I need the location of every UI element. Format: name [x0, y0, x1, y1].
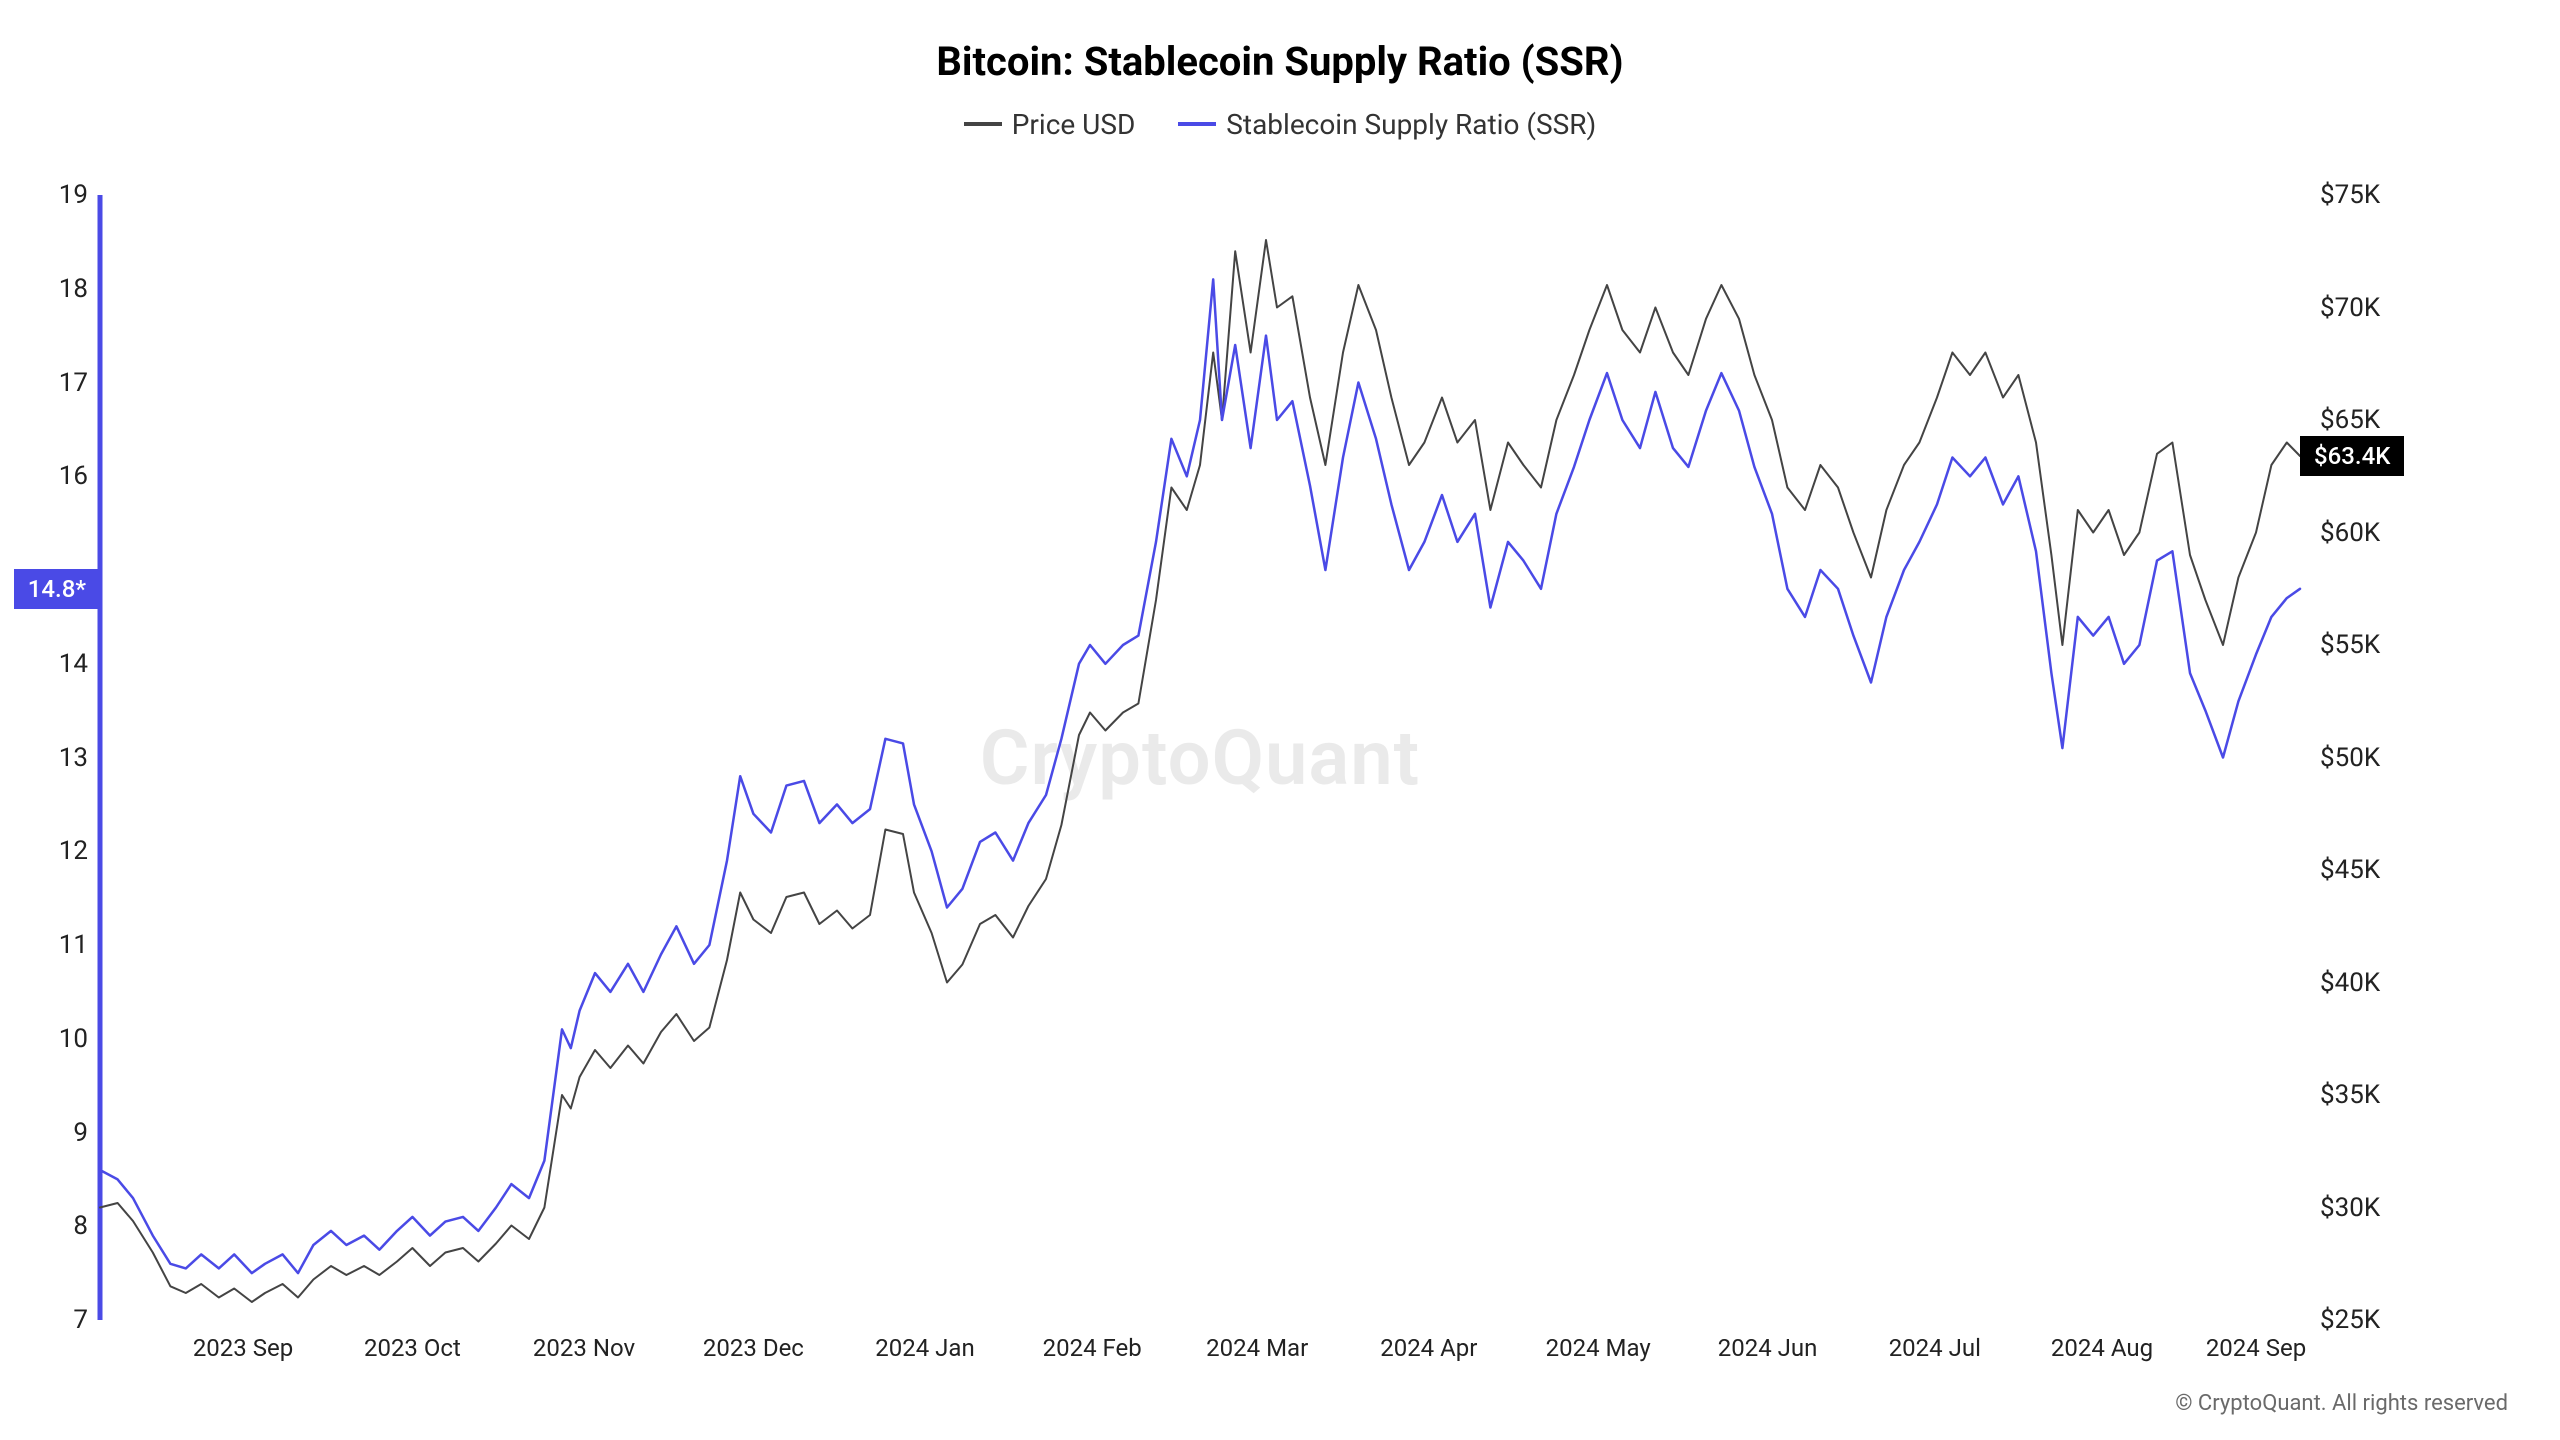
x-tick: 2023 Dec — [703, 1334, 804, 1362]
y-right-tick: $30K — [2320, 1193, 2380, 1223]
y-right-tick: $25K — [2320, 1305, 2380, 1335]
y-left-tick: 8 — [73, 1211, 88, 1241]
y-left-tick: 19 — [59, 180, 88, 210]
y-right-tick: $70K — [2320, 293, 2380, 323]
legend: Price USD Stablecoin Supply Ratio (SSR) — [0, 100, 2560, 141]
x-tick: 2024 Jan — [875, 1334, 974, 1362]
y-left-tick: 16 — [59, 461, 88, 491]
legend-swatch-price — [964, 122, 1002, 126]
x-tick: 2024 May — [1546, 1334, 1651, 1362]
x-tick: 2024 Sep — [2206, 1334, 2306, 1362]
legend-item-price: Price USD — [964, 108, 1136, 141]
y-right-tick: $50K — [2320, 743, 2380, 773]
x-tick: 2023 Sep — [193, 1334, 293, 1362]
x-tick: 2024 Jun — [1718, 1334, 1818, 1362]
x-tick: 2023 Nov — [533, 1334, 635, 1362]
copyright-text: © CryptoQuant. All rights reserved — [2175, 1391, 2508, 1416]
legend-swatch-ssr — [1178, 122, 1216, 126]
y-right-tick: $55K — [2320, 630, 2380, 660]
y-left-tick: 7 — [73, 1305, 88, 1335]
x-tick: 2024 Jul — [1889, 1334, 1981, 1362]
y-left-tick: 10 — [59, 1024, 88, 1054]
legend-label-price: Price USD — [1012, 108, 1136, 141]
chart-container: Bitcoin: Stablecoin Supply Ratio (SSR) P… — [0, 0, 2560, 1440]
y-left-tick: 18 — [59, 274, 88, 304]
legend-label-ssr: Stablecoin Supply Ratio (SSR) — [1226, 108, 1596, 141]
x-tick: 2024 Feb — [1043, 1334, 1142, 1362]
y-right-tick: $40K — [2320, 968, 2380, 998]
x-tick: 2023 Oct — [364, 1334, 461, 1362]
plot-area: CryptoQuant 14.8* $63.4K 789101112131416… — [100, 195, 2300, 1320]
y-right-tick: $60K — [2320, 518, 2380, 548]
y-right-tick: $65K — [2320, 405, 2380, 435]
y-left-tick: 13 — [59, 743, 88, 773]
x-tick: 2024 Apr — [1380, 1334, 1477, 1362]
y-left-tick: 12 — [59, 836, 88, 866]
y-left-tick: 17 — [59, 368, 88, 398]
y-right-tick: $35K — [2320, 1080, 2380, 1110]
current-value-badge-right: $63.4K — [2300, 436, 2404, 476]
legend-item-ssr: Stablecoin Supply Ratio (SSR) — [1178, 108, 1596, 141]
y-left-tick: 14 — [59, 649, 88, 679]
chart-title: Bitcoin: Stablecoin Supply Ratio (SSR) — [0, 38, 2560, 85]
y-left-tick: 9 — [73, 1118, 88, 1148]
y-left-tick: 11 — [59, 930, 88, 960]
y-right-tick: $45K — [2320, 855, 2380, 885]
y-right-tick: $75K — [2320, 180, 2380, 210]
x-tick: 2024 Mar — [1206, 1334, 1308, 1362]
x-tick: 2024 Aug — [2051, 1334, 2153, 1362]
chart-svg — [100, 195, 2300, 1320]
current-value-badge-left: 14.8* — [14, 569, 100, 609]
